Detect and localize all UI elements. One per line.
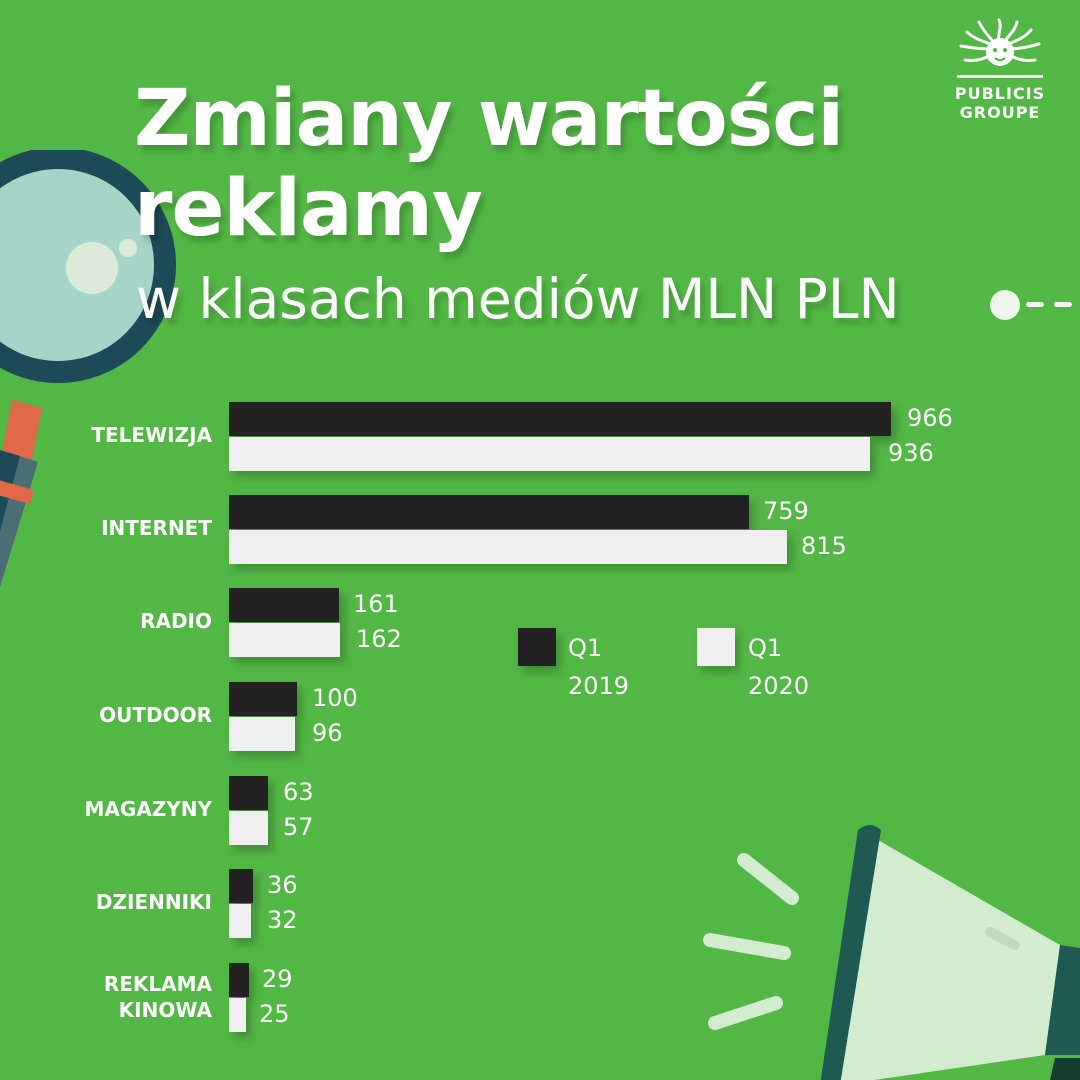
category-label-line-1: REKLAMA [103,972,212,996]
legend-swatch-q1-2019 [518,628,556,666]
magnifying-glass-icon [0,150,176,620]
legend-label-q1-2019: Q1 2019 [568,634,630,700]
title-line-2: reklamy [134,164,483,254]
category-label-outdoor: OUTDOOR [99,703,212,727]
subtitle: w klasach mediów MLN PLN [136,267,900,331]
value-radio-q1-2019: 161 [353,590,399,618]
bar-outdoor-q1-2019 [229,682,297,716]
category-label-magazyny: MAGAZYNY [84,797,212,821]
bar-reklama-kinowa-q1-2020 [229,998,246,1032]
bar-telewizja-q1-2019 [229,402,891,436]
value-internet-q1-2020: 815 [801,532,847,560]
category-label-line-2: KINOWA [118,998,212,1022]
value-telewizja-q1-2020: 936 [888,439,934,467]
value-magazyny-q1-2019: 63 [283,778,314,806]
value-radio-q1-2020: 162 [356,625,402,653]
bar-dzienniki-q1-2020 [229,904,251,938]
category-label-dzienniki: DZIENNIKI [95,890,212,914]
category-label-reklama-kinowa: REKLAMA KINOWA [0,972,212,1022]
legend-label-q1-2020: Q1 2020 [748,634,810,700]
value-outdoor-q1-2020: 96 [312,719,343,747]
category-label-telewizja: TELEWIZJA [91,423,212,447]
sun-lion-icon [957,18,1043,78]
megaphone-icon [703,825,1080,1080]
logo-line-1: PUBLICIS [954,84,1046,103]
publicis-groupe-logo: PUBLICIS GROUPE [940,18,1060,122]
category-label-internet: INTERNET [101,516,212,540]
bar-telewizja-q1-2020 [229,437,870,471]
legend-swatch-q1-2020 [697,628,735,666]
title-line-1: Zmiany wartości [134,74,844,164]
dot-dash-decoration [990,290,1080,320]
bar-internet-q1-2019 [229,495,749,529]
bar-internet-q1-2020 [229,530,787,564]
value-internet-q1-2019: 759 [763,497,809,525]
value-outdoor-q1-2019: 100 [312,684,358,712]
bar-radio-q1-2019 [229,588,339,622]
logo-line-2: GROUPE [959,103,1041,122]
value-reklama-kinowa-q1-2019: 29 [262,965,293,993]
bar-outdoor-q1-2020 [229,717,295,751]
value-dzienniki-q1-2019: 36 [267,871,298,899]
value-telewizja-q1-2019: 966 [907,404,953,432]
category-label-radio: RADIO [140,609,212,633]
bar-radio-q1-2020 [229,623,340,657]
bar-magazyny-q1-2020 [229,811,268,845]
value-magazyny-q1-2020: 57 [283,813,314,841]
bar-magazyny-q1-2019 [229,776,268,810]
value-reklama-kinowa-q1-2020: 25 [259,1000,290,1028]
value-dzienniki-q1-2020: 32 [267,906,298,934]
bar-reklama-kinowa-q1-2019 [229,963,249,997]
bar-dzienniki-q1-2019 [229,869,253,903]
